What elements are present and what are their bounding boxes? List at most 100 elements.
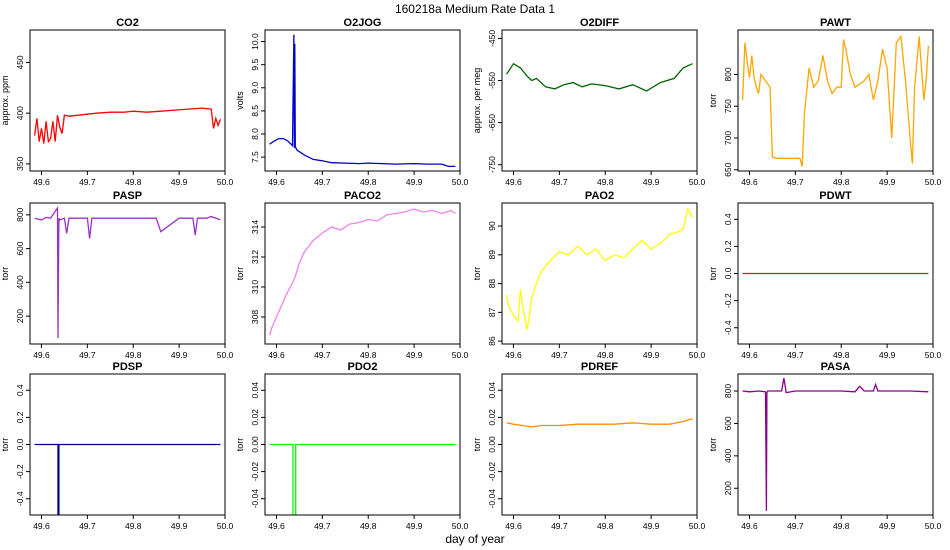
y-axis-label-pasa: torr [708,438,718,452]
x-tick-label: 49.6 [741,521,758,531]
y-tick-label: 0.0 [15,438,25,450]
y-tick-label: 0.4 [723,213,733,225]
y-axis-label-co2: approx. ppm [0,75,10,125]
y-tick-label: 600 [15,241,25,255]
plot-frame-paco2 [264,202,461,345]
x-tick-label: 49.6 [741,350,758,360]
y-tick-label: 88 [487,279,497,289]
y-tick-label: 400 [15,106,25,120]
y-tick-label: 400 [723,448,733,462]
y-tick-label: 0.02 [250,409,260,426]
y-tick-label: 600 [723,416,733,430]
y-axis-label-o2jog: volts [235,91,245,110]
y-tick-label: 0.00 [487,436,497,453]
y-axis-label-pdref: torr [472,438,482,452]
x-tick-label: 49.7 [787,177,804,187]
series-line-pasp [34,206,221,339]
x-tick-label: 49.6 [268,177,285,187]
y-tick-label: 86 [487,336,497,346]
y-tick-label: 314 [250,220,260,234]
series-line-o2diff [506,62,693,92]
series-line-pdsp [34,443,221,515]
x-tick-label: 49.6 [268,521,285,531]
x-tick-label: 49.7 [551,521,568,531]
series-line-o2jog [269,34,456,168]
x-tick-label: 49.7 [314,350,331,360]
x-tick-label: 49.8 [360,521,377,531]
y-tick-label: -750 [487,156,497,173]
x-tick-label: 49.9 [879,177,896,187]
plot-frame-o2diff [501,29,698,172]
y-tick-label: -450 [487,30,497,47]
y-tick-label: 8.0 [250,128,260,140]
panel-pao2: PAO2 torr 49.6 49.7 49.8 49.9 50.0 86 87 88 89 90 [472,190,706,360]
series-line-pawt [741,34,930,167]
x-tick-label: 50.0 [925,177,942,187]
panel-title-o2diff: O2DIFF [580,17,619,29]
x-tick-label: 49.9 [643,350,660,360]
series-line-co2 [33,107,222,144]
x-tick-label: 50.0 [452,177,469,187]
y-tick-label: 89 [487,250,497,260]
figure-xlabel: day of year [445,532,504,546]
x-tick-label: 49.8 [597,521,614,531]
panel-pdsp: PDSP torr 49.6 49.7 49.8 49.9 50.0 -0.4 -0.2 0.0 0… [0,361,234,531]
x-tick-label: 49.7 [787,521,804,531]
x-tick-label: 49.8 [360,350,377,360]
x-tick-label: 49.6 [33,177,50,187]
x-tick-label: 49.8 [833,521,850,531]
y-tick-label: 7.5 [250,151,260,163]
x-tick-label: 50.0 [689,521,706,531]
y-tick-label: 750 [723,99,733,113]
y-tick-label: 8.5 [250,105,260,117]
panel-pasp: PASP torr 49.6 49.7 49.8 49.9 50.0 200 400 600 800 [0,190,234,360]
plot-frame-pasa [737,373,934,516]
figure-title: 160218a Medium Rate Data 1 [395,2,555,16]
x-tick-label: 49.9 [171,350,188,360]
y-tick-label: 700 [723,131,733,145]
y-tick-label: -0.2 [15,464,25,479]
panel-pdo2: PDO2 torr 49.6 49.7 49.8 49.9 50.0 -0.04 -0.02 0.… [235,361,469,531]
plot-frame-o2jog [264,29,461,172]
y-tick-label: -0.4 [15,491,25,506]
series-line-paco2 [268,208,456,336]
x-tick-label: 49.9 [171,521,188,531]
series-line-pao2 [505,206,693,330]
x-tick-label: 50.0 [925,350,942,360]
x-tick-label: 49.6 [33,521,50,531]
y-axis-label-pao2: torr [472,267,482,281]
panel-pdref: PDREF torr 49.6 49.7 49.8 49.9 50.0 -0.04 -0.02 0… [472,361,706,531]
x-tick-label: 49.7 [551,177,568,187]
y-tick-label: 0.0 [723,267,733,279]
x-tick-label: 49.9 [406,350,423,360]
y-tick-label: 0.00 [250,436,260,453]
y-tick-label: 308 [250,310,260,324]
x-tick-label: 49.9 [879,350,896,360]
x-tick-label: 50.0 [452,350,469,360]
y-axis-label-pawt: torr [708,94,718,108]
x-tick-label: 49.8 [125,350,142,360]
y-tick-label: 200 [723,481,733,495]
x-tick-label: 49.7 [79,521,96,531]
y-tick-label: 312 [250,250,260,264]
x-tick-label: 49.9 [406,521,423,531]
y-tick-label: -650 [487,114,497,131]
x-tick-label: 50.0 [689,350,706,360]
panel-title-pdsp: PDSP [113,361,143,373]
panel-title-co2: CO2 [116,17,139,29]
x-tick-label: 49.9 [406,177,423,187]
plot-frame-pao2 [501,202,698,345]
series-line-pdo2 [269,443,456,515]
panel-co2: CO2 approx. ppm 49.6 49.7 49.8 49.9 50.0 350 400… [0,17,234,187]
panel-title-o2jog: O2JOG [344,17,382,29]
x-tick-label: 49.8 [833,350,850,360]
panel-paco2: PACO2 torr 49.6 49.7 49.8 49.9 50.0 308 310 312 31… [235,190,469,360]
panel-title-pasa: PASA [821,361,851,373]
y-axis-label-paco2: torr [235,267,245,281]
y-tick-label: 800 [723,67,733,81]
y-axis-label-pdsp: torr [0,438,10,452]
x-tick-label: 50.0 [217,177,234,187]
y-axis-label-pdo2: torr [235,438,245,452]
panel-title-paco2: PACO2 [344,190,381,202]
